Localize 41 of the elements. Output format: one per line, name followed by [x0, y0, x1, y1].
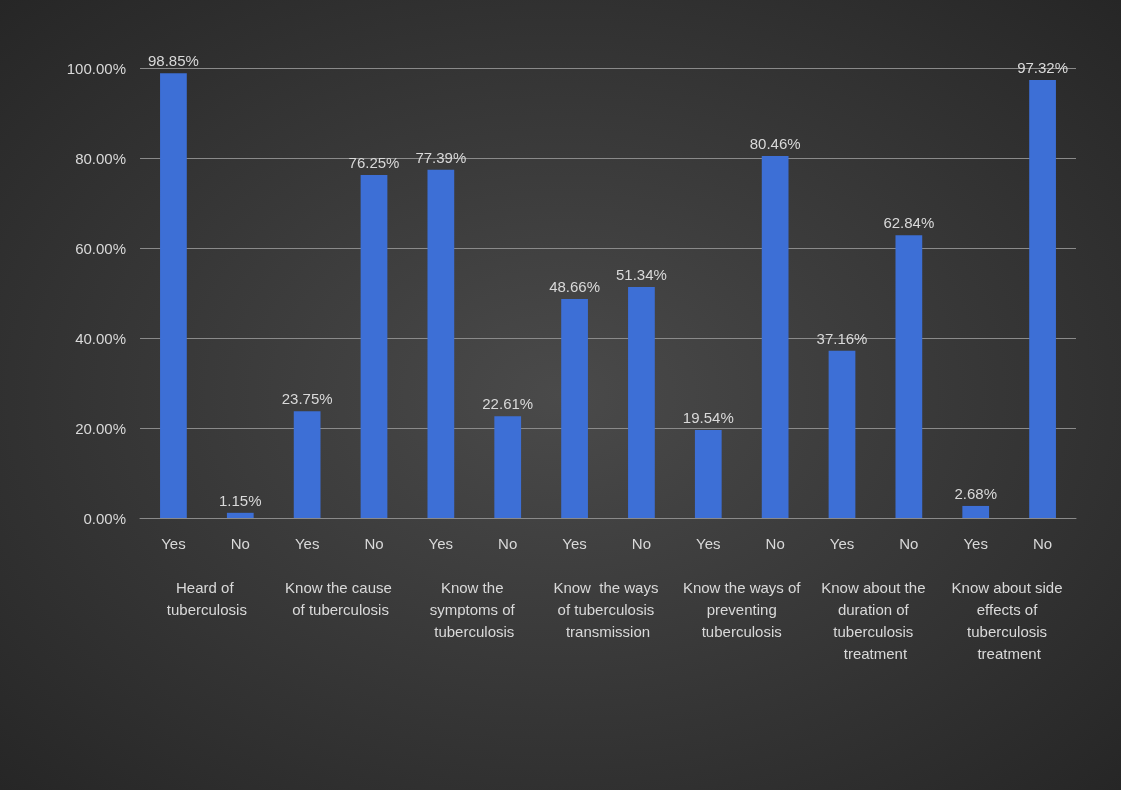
- x-tick-label: Yes: [294, 535, 320, 552]
- data-label: 97.32%: [1017, 59, 1069, 77]
- text: Know the symptoms of tuberculosis: [429, 578, 519, 640]
- x-tick-label: No: [364, 535, 384, 552]
- data-label: 2.68%: [954, 484, 997, 502]
- data-label: 23.75%: [281, 390, 333, 408]
- y-tick-label: 20.00%: [75, 419, 126, 437]
- data-label: 80.46%: [749, 134, 801, 152]
- data-label: 48.66%: [549, 278, 601, 296]
- x-tick-label: Yes: [428, 535, 454, 552]
- data-label: 22.61%: [482, 395, 534, 413]
- text: Know the cause of tuberculosis: [285, 578, 397, 618]
- y-tick-label: 0.00%: [83, 509, 126, 527]
- x-tick-label: Yes: [963, 535, 988, 552]
- x-tick-label: No: [765, 535, 785, 552]
- data-label: 37.16%: [816, 329, 868, 347]
- y-tick-label: 100.00%: [66, 59, 126, 77]
- x-tick-label: No: [230, 535, 250, 552]
- x-tick-label: Yes: [829, 535, 855, 552]
- text: Know about the duration of tuberculosis treatment: [821, 578, 930, 662]
- data-label: 98.85%: [147, 52, 199, 70]
- y-tick-label: 80.00%: [75, 149, 126, 167]
- y-tick-label: 40.00%: [75, 329, 126, 347]
- text: Heard of tuberculosis: [166, 578, 247, 618]
- text: Know the ways of preventing tuberculosis: [682, 578, 802, 640]
- data-label: 51.34%: [615, 265, 667, 283]
- data-label: 62.84%: [883, 214, 935, 232]
- x-tick-label: Yes: [562, 535, 587, 552]
- data-label: 76.25%: [348, 153, 400, 171]
- x-tick-label: No: [631, 535, 652, 552]
- text: Know about side effects of tuberculosis treatment: [951, 578, 1067, 662]
- data-label: 77.39%: [415, 148, 467, 166]
- text: Know the ways of tuberculosis transmission: [553, 578, 663, 640]
- data-label: 19.54%: [682, 409, 734, 427]
- x-tick-label: No: [899, 535, 919, 552]
- x-tick-label: No: [1032, 535, 1053, 552]
- x-tick-label: Yes: [696, 535, 721, 552]
- x-tick-label: Yes: [161, 535, 186, 552]
- x-tick-label: No: [498, 535, 518, 552]
- y-tick-label: 60.00%: [75, 239, 126, 257]
- data-label: 1.15%: [219, 491, 262, 509]
